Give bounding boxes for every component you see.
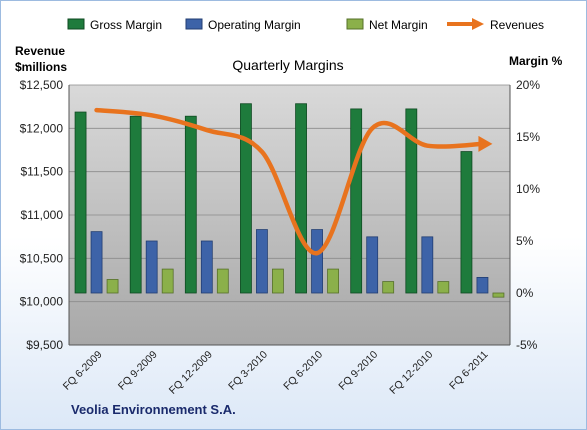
x-tick-label: FQ 6-2010 bbox=[281, 349, 325, 393]
bar-net-margin bbox=[437, 281, 450, 294]
x-tick-label: FQ 6-2011 bbox=[447, 349, 491, 393]
right-tick-label: -5% bbox=[516, 338, 538, 352]
left-tick-label: $10,000 bbox=[20, 295, 64, 309]
bar-net-margin bbox=[327, 268, 339, 294]
bars bbox=[74, 103, 505, 298]
x-tick-label: FQ 6-2009 bbox=[61, 349, 105, 393]
bar-gross-margin bbox=[184, 115, 197, 294]
x-tick-label: FQ 9-2009 bbox=[116, 349, 160, 393]
left-tick-label: $9,500 bbox=[26, 338, 63, 352]
bar-gross-margin bbox=[240, 103, 252, 294]
x-tick-label: FQ 12-2010 bbox=[387, 349, 435, 397]
bar-operating-margin bbox=[256, 229, 268, 294]
right-tick-label: 0% bbox=[516, 286, 534, 300]
bar-gross-margin bbox=[460, 151, 473, 294]
legend-label-revenues: Revenues bbox=[490, 18, 544, 32]
right-tick-label: 10% bbox=[516, 182, 540, 196]
left-axis-title-line2: $millions bbox=[15, 60, 67, 74]
bar-net-margin bbox=[106, 279, 119, 294]
bar-operating-margin bbox=[200, 240, 213, 294]
bar-gross-margin bbox=[405, 108, 418, 294]
bar-net-margin bbox=[382, 281, 395, 294]
bar-net-margin bbox=[216, 268, 229, 294]
bar-operating-margin bbox=[421, 236, 434, 294]
bar-gross-margin bbox=[74, 111, 87, 294]
bar-net-margin bbox=[492, 292, 505, 298]
right-tick-label: 20% bbox=[516, 78, 540, 92]
revenue-line bbox=[94, 107, 493, 256]
bar-operating-margin bbox=[90, 231, 103, 294]
legend-arrow-revenues bbox=[472, 18, 484, 30]
legend-label-gross-margin: Gross Margin bbox=[90, 18, 162, 32]
bar-net-margin bbox=[272, 268, 284, 294]
x-tick-label: FQ 3-2010 bbox=[226, 349, 270, 393]
legend-label-operating-margin: Operating Margin bbox=[208, 18, 301, 32]
bar-operating-margin bbox=[145, 240, 158, 294]
legend-swatch-operating-margin bbox=[185, 18, 203, 30]
right-tick-label: 5% bbox=[516, 234, 534, 248]
right-tick-label: 15% bbox=[516, 130, 540, 144]
bar-operating-margin bbox=[311, 229, 323, 294]
x-tick-label: FQ 12-2009 bbox=[167, 349, 215, 397]
left-tick-label: $12,500 bbox=[20, 78, 64, 92]
left-tick-label: $12,000 bbox=[20, 121, 64, 135]
legend-swatch-net-margin bbox=[346, 18, 364, 30]
bar-gross-margin bbox=[295, 103, 307, 294]
revenue-line-path bbox=[94, 107, 485, 256]
x-tick-label: FQ 9-2010 bbox=[336, 349, 380, 393]
bar-operating-margin bbox=[476, 276, 489, 294]
footer-company-name: Veolia Environnement S.A. bbox=[71, 402, 236, 417]
legend-swatch-gross-margin bbox=[67, 18, 85, 30]
left-tick-label: $11,000 bbox=[21, 208, 64, 222]
left-tick-label: $11,500 bbox=[21, 165, 64, 179]
left-tick-label: $10,500 bbox=[20, 251, 64, 265]
bar-net-margin bbox=[161, 268, 174, 294]
chart-title: Quarterly Margins bbox=[232, 57, 343, 73]
right-axis-title: Margin % bbox=[509, 54, 563, 68]
left-axis-title-line1: Revenue bbox=[15, 44, 65, 58]
legend: Gross Margin Operating Margin Net Margin… bbox=[67, 18, 544, 32]
legend-label-net-margin: Net Margin bbox=[369, 18, 428, 32]
revenue-line-arrowhead bbox=[478, 135, 493, 152]
bar-gross-margin bbox=[350, 108, 363, 294]
bar-gross-margin bbox=[129, 115, 142, 294]
bar-operating-margin bbox=[366, 236, 379, 294]
